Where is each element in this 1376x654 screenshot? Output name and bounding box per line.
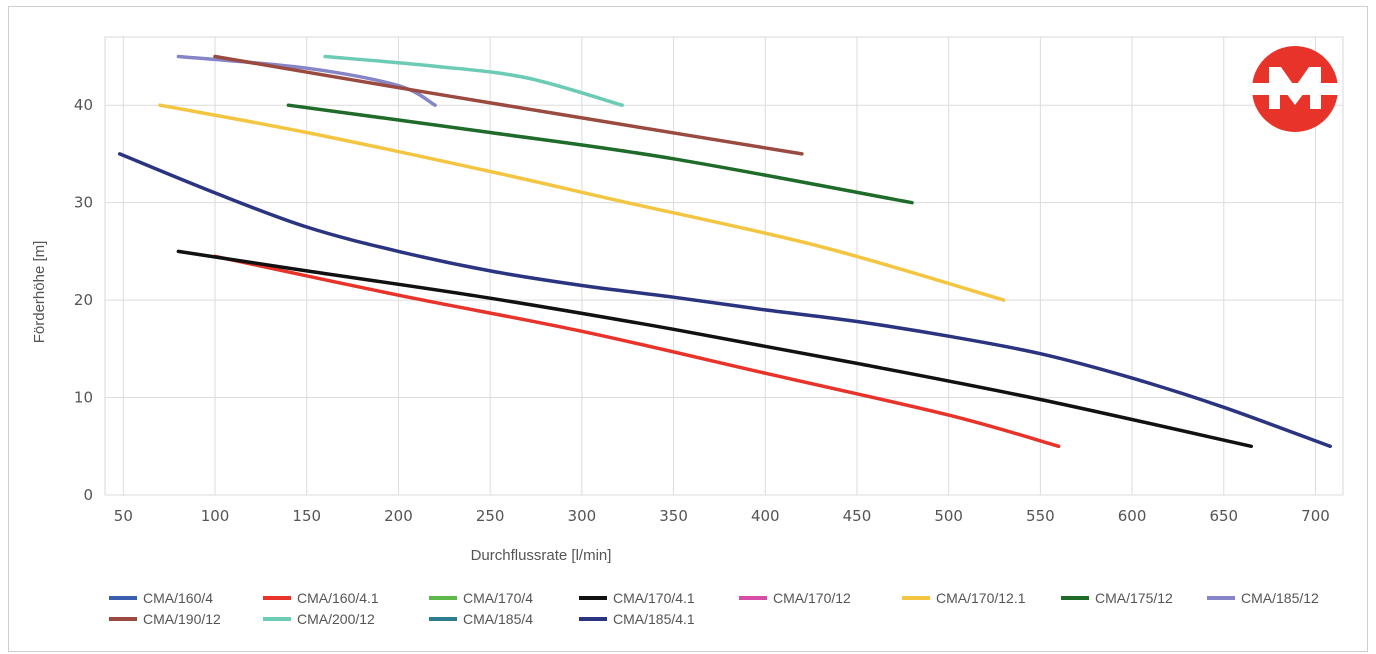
legend-label-cma-185-4: CMA/185/4: [463, 611, 533, 627]
x-tick-label: 350: [659, 507, 688, 525]
legend: CMA/160/4 CMA/160/4.1 CMA/170/4 CMA/170/4.1…: [109, 590, 1319, 627]
brand-logo: [1252, 46, 1338, 132]
pump-curve-chart: 50 100 150 200 250 300 350 400 450 500 550 600 650 70…: [31, 36, 1344, 627]
x-tick-labels: 50 100 150 200 250 300 350 400 450 500 550 600 650 70…: [114, 507, 1330, 525]
x-tick-label: 100: [201, 507, 230, 525]
series-line-cma-175-12: [286, 103, 914, 205]
legend-label-cma-170-4-1: CMA/170/4.1: [613, 590, 695, 606]
x-axis-title: Durchflussrate [l/min]: [471, 547, 612, 564]
y-tick-label: 0: [83, 486, 93, 504]
series-line-cma-170-4-1: [176, 249, 1254, 449]
legend-label-cma-190-12: CMA/190/12: [143, 611, 221, 627]
grid: [104, 36, 1344, 496]
x-tick-label: 200: [384, 507, 413, 525]
legend-label-cma-175-12: CMA/175/12: [1095, 590, 1173, 606]
legend-label-cma-170-4: CMA/170/4: [463, 590, 533, 606]
legend-label-cma-160-4-1: CMA/160/4.1: [297, 590, 379, 606]
legend-label-cma-160-4: CMA/160/4: [143, 590, 213, 606]
legend-label-cma-170-12-1: CMA/170/12.1: [936, 590, 1026, 606]
series-line-cma-190-12: [213, 54, 804, 156]
y-tick-label: 40: [74, 96, 93, 114]
legend-label-cma-200-12: CMA/200/12: [297, 611, 375, 627]
y-tick-label: 10: [74, 389, 93, 407]
chart-frame: 50 100 150 200 250 300 350 400 450 500 550 600 650 70…: [8, 6, 1368, 652]
legend-label-cma-185-4-1: CMA/185/4.1: [613, 611, 695, 627]
y-axis-title: Förderhöhe [m]: [31, 241, 48, 344]
x-tick-label: 250: [476, 507, 505, 525]
x-tick-label: 300: [568, 507, 597, 525]
x-tick-label: 500: [934, 507, 963, 525]
series-line-cma-160-4-1: [213, 254, 1061, 449]
x-tick-label: 700: [1301, 507, 1330, 525]
series-line-cma-185-12: [176, 54, 437, 107]
legend-label-cma-185-12: CMA/185/12: [1241, 590, 1319, 606]
series-line-cma-185-4-1: [117, 152, 1332, 449]
series-line-cma-170-12-1: [158, 103, 1006, 302]
x-tick-label: 400: [751, 507, 780, 525]
x-tick-label: 150: [292, 507, 321, 525]
series-curves: [117, 54, 1332, 449]
series-line-cma-200-12: [323, 54, 624, 107]
x-tick-label: 550: [1026, 507, 1055, 525]
x-tick-label: 600: [1118, 507, 1147, 525]
y-tick-labels: 0 10 20 30 40: [74, 96, 93, 504]
logo-m-glyph: [1269, 67, 1321, 109]
legend-label-cma-170-12: CMA/170/12: [773, 590, 851, 606]
x-tick-label: 450: [843, 507, 872, 525]
x-tick-label: 650: [1209, 507, 1238, 525]
x-tick-label: 50: [114, 507, 133, 525]
y-tick-label: 20: [74, 291, 93, 309]
y-tick-label: 30: [74, 194, 93, 212]
